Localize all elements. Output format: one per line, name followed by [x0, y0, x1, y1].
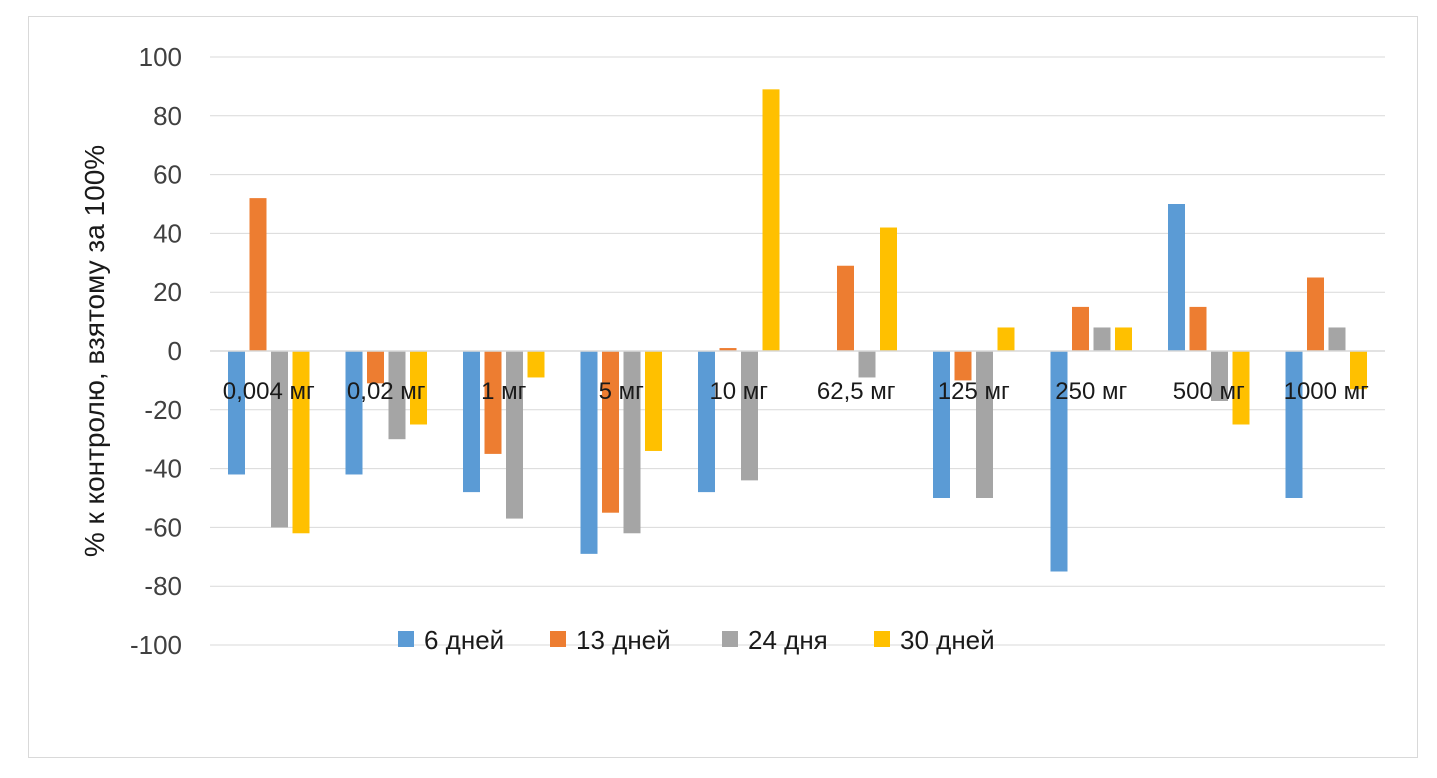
bar — [410, 351, 427, 425]
bar — [741, 351, 758, 481]
legend-swatch — [874, 631, 890, 647]
y-tick-label: -80 — [144, 571, 182, 601]
bar — [1189, 306, 1207, 351]
y-tick-label: 20 — [153, 277, 182, 307]
bar — [484, 351, 502, 454]
x-tick-label: 5 мг — [599, 378, 645, 405]
bar — [698, 351, 715, 493]
x-tick-label: 62,5 мг — [817, 378, 896, 405]
bar — [645, 351, 662, 451]
x-tick-label: 500 мг — [1173, 378, 1245, 405]
bar — [1328, 327, 1346, 351]
bar — [292, 351, 310, 534]
y-tick-label: 60 — [153, 160, 182, 190]
legend: 6 дней 13 дней 24 дня 30 дней — [398, 625, 995, 655]
bar — [580, 351, 598, 554]
legend-label: 6 дней — [424, 625, 504, 655]
bar — [976, 351, 993, 498]
bar — [997, 327, 1015, 351]
x-axis-categories: 0,004 мг 0,02 мг 1 мг 5 мг 10 мг 62,5 мг 125 м… — [223, 378, 1369, 405]
y-tick-label: 80 — [153, 101, 182, 131]
y-tick-label: 0 — [168, 336, 182, 366]
x-tick-label: 0,02 мг — [347, 378, 426, 405]
x-tick-label: 250 мг — [1055, 378, 1127, 405]
y-tick-label: -40 — [144, 454, 182, 484]
bar — [1307, 277, 1324, 351]
y-axis-title: % к контролю, взятому за 100% — [79, 145, 110, 557]
bar — [228, 351, 245, 475]
bar — [1285, 351, 1303, 498]
bar — [463, 351, 480, 493]
bar — [271, 351, 288, 528]
bar — [1232, 351, 1250, 425]
x-tick-label: 1000 мг — [1284, 378, 1370, 405]
legend-label: 13 дней — [576, 625, 671, 655]
y-tick-label: 40 — [153, 218, 182, 248]
y-tick-label: -60 — [144, 512, 182, 542]
bar — [719, 348, 737, 351]
bar — [1168, 204, 1185, 351]
bar — [506, 351, 523, 519]
bar — [858, 351, 876, 378]
y-tick-label: -20 — [144, 395, 182, 425]
bar — [933, 351, 950, 498]
bars — [228, 89, 1367, 572]
bar — [1211, 351, 1228, 401]
y-tick-label: -100 — [130, 630, 182, 660]
x-tick-label: 0,004 мг — [223, 378, 315, 405]
legend-swatch — [722, 631, 738, 647]
bar — [1050, 351, 1068, 572]
bar — [345, 351, 363, 475]
x-tick-label: 1 мг — [481, 378, 527, 405]
bar — [367, 351, 384, 384]
y-tick-label: 100 — [139, 42, 182, 72]
bar — [880, 227, 897, 351]
bar — [762, 89, 780, 351]
bar — [249, 198, 267, 351]
y-axis-ticks: -100 -80 -60 -40 -20 0 20 40 60 80 100 — [130, 42, 182, 660]
bar — [1093, 327, 1111, 351]
x-tick-label: 125 мг — [938, 378, 1010, 405]
bar — [954, 351, 972, 381]
bar — [388, 351, 406, 440]
legend-label: 30 дней — [900, 625, 995, 655]
bar — [1350, 351, 1367, 390]
bar — [1115, 327, 1132, 351]
bar — [602, 351, 619, 513]
x-tick-label: 10 мг — [709, 378, 768, 405]
bar — [623, 351, 641, 534]
bar — [527, 351, 545, 378]
legend-label: 24 дня — [748, 625, 828, 655]
bar — [837, 265, 854, 351]
legend-swatch — [550, 631, 566, 647]
legend-swatch — [398, 631, 414, 647]
bar — [1072, 306, 1089, 351]
